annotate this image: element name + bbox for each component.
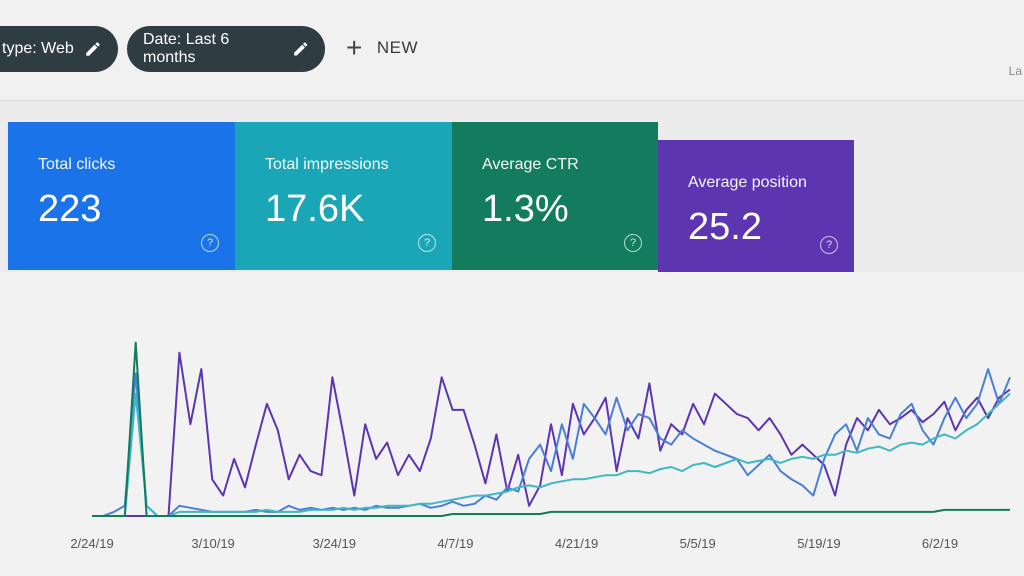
- metric-label: Total impressions: [265, 156, 389, 173]
- date-range-chip-label: Date: Last 6 months: [143, 31, 230, 66]
- x-tick-label: 5/19/19: [797, 536, 840, 551]
- metric-value: 25.2: [688, 206, 762, 248]
- last-updated-text: La: [1008, 64, 1022, 78]
- x-tick-label: 4/7/19: [437, 536, 473, 551]
- date-range-chip[interactable]: Date: Last 6 months: [127, 26, 325, 72]
- series-line-2: [92, 392, 1011, 517]
- search-type-chip[interactable]: type: Web: [0, 26, 118, 72]
- x-tick-label: 3/24/19: [313, 536, 356, 551]
- new-filter-button[interactable]: + NEW: [346, 34, 418, 62]
- metric-card-total-impressions[interactable]: Total impressions 17.6K ?: [235, 122, 452, 270]
- new-filter-label: NEW: [376, 38, 419, 57]
- edit-pencil-icon[interactable]: [84, 40, 102, 58]
- edit-pencil-icon[interactable]: [292, 40, 309, 58]
- metric-card-average-position[interactable]: Average position 25.2 ?: [658, 140, 854, 272]
- metric-label: Average position: [688, 174, 807, 191]
- metric-value: 1.3%: [482, 188, 569, 230]
- search-type-chip-label: type: Web: [2, 40, 74, 57]
- metric-label: Average CTR: [482, 156, 579, 173]
- metric-card-total-clicks[interactable]: Total clicks 223 ?: [8, 122, 235, 270]
- metric-card-average-ctr[interactable]: Average CTR 1.3% ?: [452, 122, 658, 270]
- performance-chart-svg: 2/24/19 3/10/19 3/24/19 4/7/19 4/21/19 5/5/19…: [70, 341, 1011, 551]
- help-icon[interactable]: ?: [201, 234, 219, 252]
- series-line-0: [92, 351, 1011, 517]
- metric-value: 17.6K: [265, 188, 365, 230]
- series-line-3: [92, 341, 1010, 517]
- metric-label: Total clicks: [38, 156, 116, 173]
- x-tick-label: 4/21/19: [555, 536, 598, 551]
- series-line-1: [92, 368, 1011, 517]
- help-icon[interactable]: ?: [624, 234, 642, 252]
- filter-bar: type: Web Date: Last 6 months + NEW La: [0, 0, 1024, 101]
- x-tick-label: 2/24/19: [70, 536, 113, 551]
- x-tick-label: 5/5/19: [680, 536, 716, 551]
- performance-chart: 2/24/19 3/10/19 3/24/19 4/7/19 4/21/19 5/5/19…: [0, 272, 1024, 576]
- metric-cards: Total clicks 223 ? Total impressions 17.…: [8, 122, 854, 272]
- x-tick-label: 3/10/19: [191, 536, 234, 551]
- help-icon[interactable]: ?: [418, 234, 436, 252]
- help-icon[interactable]: ?: [820, 236, 838, 254]
- x-tick-label: 6/2/19: [922, 536, 958, 551]
- plus-icon: +: [346, 32, 363, 63]
- metric-value: 223: [38, 188, 102, 230]
